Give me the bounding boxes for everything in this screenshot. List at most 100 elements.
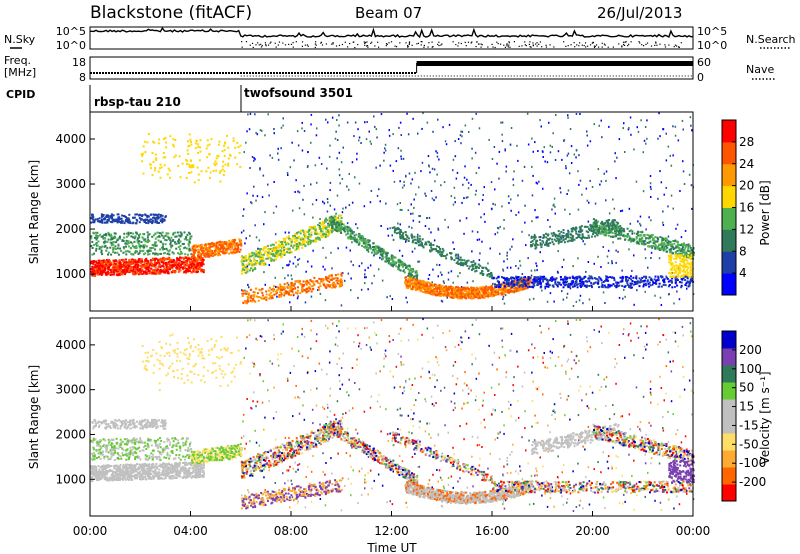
echo-cell — [200, 268, 203, 271]
echo-cell — [301, 246, 304, 249]
echo-cell — [172, 270, 175, 273]
echo-cell — [649, 185, 652, 188]
echo-cell — [322, 278, 325, 280]
nsearch-dot — [650, 45, 653, 47]
echo-cell — [336, 228, 339, 231]
echo-cell — [613, 207, 616, 210]
echo-cell — [612, 241, 614, 244]
echo-cell — [488, 138, 490, 141]
nsearch-dot — [470, 42, 472, 44]
echo-cell — [147, 249, 150, 252]
echo-cell — [149, 163, 152, 166]
echo-cell — [239, 165, 242, 168]
echo-cell — [343, 227, 346, 230]
echo-cell — [286, 291, 289, 294]
echo-cell — [456, 260, 459, 263]
echo-cell — [437, 275, 439, 278]
echo-cell — [325, 286, 328, 289]
echo-cell — [532, 174, 534, 177]
echo-cell — [562, 298, 565, 301]
nsearch-dot — [386, 43, 388, 45]
echo-cell — [293, 244, 296, 247]
echo-cell — [190, 266, 192, 269]
echo-cell — [312, 281, 315, 284]
echo-cell — [161, 234, 164, 237]
echo-cell — [457, 255, 460, 258]
echo-cell — [233, 251, 236, 254]
echo-cell — [170, 258, 173, 261]
echo-cell — [309, 235, 312, 238]
echo-cell — [408, 271, 411, 274]
echo-cell — [346, 225, 349, 228]
echo-cell — [340, 280, 343, 283]
echo-cell — [198, 244, 201, 247]
echo-cell — [302, 238, 305, 241]
echo-cell — [482, 194, 484, 196]
echo-cell — [532, 242, 534, 245]
echo-cell — [186, 253, 189, 256]
echo-cell — [112, 237, 115, 240]
echo-cell — [453, 288, 456, 291]
echo-cell — [313, 276, 316, 279]
echo-cell — [270, 248, 272, 251]
echo-cell — [125, 245, 127, 248]
echo-cell — [151, 263, 153, 265]
echo-cell — [228, 252, 231, 255]
echo-cell — [91, 253, 94, 256]
echo-cell — [267, 183, 269, 186]
echo-cell — [114, 251, 117, 254]
nsearch-dot — [639, 42, 641, 44]
echo-cell — [303, 130, 306, 132]
echo-cell — [340, 279, 343, 282]
echo-cell — [151, 221, 154, 224]
echo-cell — [283, 288, 286, 291]
echo-cell — [593, 262, 595, 265]
echo-cell — [175, 264, 178, 267]
echo-cell — [480, 216, 482, 219]
echo-cell — [165, 141, 168, 144]
echo-cell — [90, 245, 93, 247]
echo-cell — [331, 226, 334, 229]
echo-cell — [119, 247, 122, 250]
echo-cell — [255, 253, 258, 256]
echo-cell — [192, 270, 195, 273]
echo-cell — [155, 252, 158, 255]
echo-cell — [166, 173, 169, 176]
echo-cell — [132, 268, 135, 271]
nsearch-dot — [677, 46, 680, 48]
echo-cell — [230, 245, 233, 248]
echo-cell — [276, 254, 279, 257]
echo-cell — [109, 246, 112, 249]
echo-cell — [536, 264, 538, 267]
echo-cell — [339, 283, 342, 285]
echo-cell — [302, 198, 304, 201]
echo-cell — [359, 238, 362, 241]
echo-cell — [463, 176, 466, 179]
echo-cell — [146, 218, 148, 221]
echo-cell — [615, 177, 617, 180]
nsearch-dot — [338, 44, 341, 47]
echo-cell — [308, 233, 311, 236]
nsearch-dot — [642, 45, 645, 47]
echo-cell — [490, 181, 493, 184]
echo-cell — [403, 184, 405, 187]
echo-cell — [470, 183, 472, 186]
echo-cell — [96, 220, 99, 223]
echo-cell — [180, 264, 182, 266]
nsearch-dot — [585, 46, 587, 48]
echo-cell — [405, 296, 407, 299]
echo-cell — [335, 212, 337, 215]
echo-cell — [670, 194, 673, 197]
echo-cell — [510, 266, 512, 269]
echo-cell — [531, 137, 533, 140]
echo-cell — [513, 291, 515, 294]
nsky-panel-frame — [89, 26, 694, 50]
echo-cell — [109, 216, 112, 219]
echo-cell — [399, 269, 402, 272]
echo-cell — [503, 302, 506, 305]
echo-cell — [282, 124, 284, 127]
echo-cell — [549, 225, 551, 228]
echo-cell — [401, 261, 404, 264]
echo-cell — [131, 266, 134, 269]
echo-cell — [646, 137, 648, 140]
